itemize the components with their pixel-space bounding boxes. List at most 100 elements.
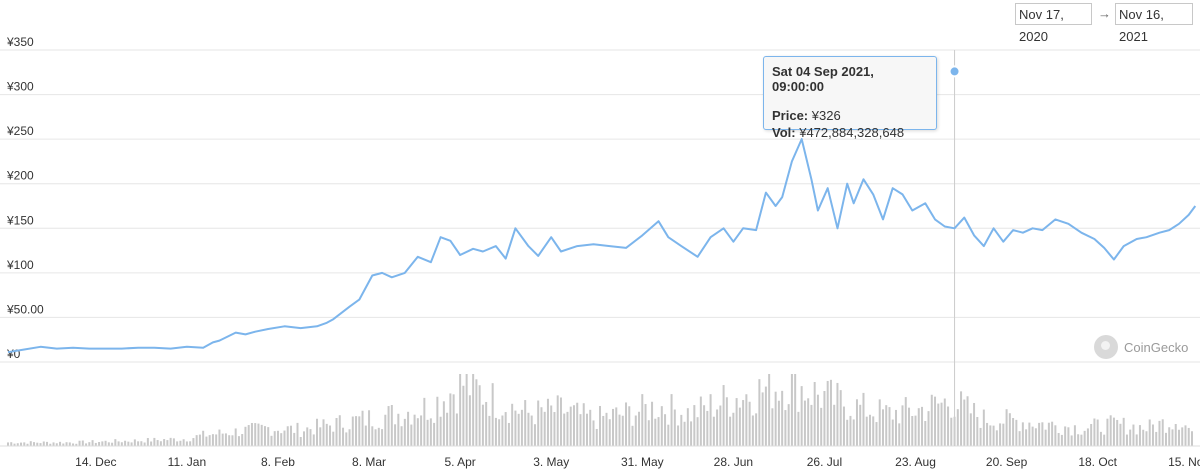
volume-bar [1073, 425, 1076, 446]
volume-bar [33, 442, 36, 446]
volume-bar [1044, 429, 1047, 446]
volume-bar [449, 393, 452, 446]
volume-bar [885, 405, 888, 446]
volume-bar [963, 399, 966, 446]
range-end-input[interactable]: Nov 16, 2021 [1115, 3, 1193, 44]
volume-bar [904, 397, 907, 446]
volume-bar [26, 443, 29, 446]
volume-bar [881, 409, 884, 446]
volume-bar [524, 400, 527, 446]
volume-bar [296, 422, 299, 446]
volume-bar [329, 425, 332, 446]
volume-bar [556, 395, 559, 446]
volume-bar [829, 379, 832, 446]
volume-bar [1057, 432, 1060, 446]
volume-bar [426, 419, 429, 446]
volume-bar [787, 404, 790, 446]
volume-bar [533, 424, 536, 446]
volume-bar [771, 408, 774, 446]
volume-bar [605, 412, 608, 446]
volume-bar [868, 414, 871, 446]
volume-bar [257, 423, 260, 446]
volume-bar [215, 434, 218, 446]
volume-bar [1002, 423, 1005, 446]
volume-bar [999, 423, 1002, 446]
volume-bar [595, 428, 598, 446]
volume-bar [462, 385, 465, 446]
volume-bar [615, 407, 618, 446]
volume-bar [413, 414, 416, 446]
volume-bar [446, 412, 449, 446]
volume-bar [1142, 429, 1145, 446]
volume-bar [589, 409, 592, 446]
price-tooltip: Sat 04 Sep 2021, 09:00:00 Price: ¥326 Vo… [763, 56, 937, 140]
volume-bar [254, 423, 257, 446]
volume-bar [664, 414, 667, 446]
volume-bar [475, 379, 478, 446]
range-start-input[interactable]: Nov 17, 2020 [1015, 3, 1092, 44]
volume-bar [465, 374, 468, 446]
volume-bar [540, 407, 543, 446]
volume-bar [908, 407, 911, 446]
volume-bar [1025, 429, 1028, 446]
tooltip-date: Sat 04 Sep 2021, 09:00:00 [772, 64, 874, 94]
volume-bar [127, 441, 130, 446]
volume-bar [634, 415, 637, 446]
volume-bar [179, 440, 182, 446]
volume-bar [742, 400, 745, 446]
volume-bar [72, 443, 75, 446]
volume-bar [501, 415, 504, 446]
volume-bar [625, 402, 628, 446]
volume-bar [898, 423, 901, 446]
volume-bar [686, 408, 689, 446]
volume-bar [797, 411, 800, 446]
volume-bar [459, 374, 462, 446]
x-tick-label: 26. Jul [807, 455, 842, 469]
x-tick-label: 14. Dec [75, 455, 116, 469]
x-tick-label: 11. Jan [168, 455, 206, 469]
volume-bar [852, 419, 855, 446]
volume-bar [774, 391, 777, 446]
range-arrow-icon: → [1098, 6, 1111, 21]
x-tick-label: 3. May [533, 455, 569, 469]
volume-bar [205, 436, 208, 446]
volume-bar [1112, 417, 1115, 446]
volume-bar [81, 440, 84, 446]
x-tick-label: 5. Apr [444, 455, 475, 469]
volume-bar [1106, 418, 1109, 446]
volume-bar [397, 413, 400, 446]
volume-bar [390, 405, 393, 446]
volume-bar [88, 442, 91, 446]
volume-bar [78, 440, 81, 446]
volume-bar [263, 426, 266, 446]
coingecko-watermark: CoinGecko [1094, 333, 1188, 361]
volume-bar [979, 427, 982, 446]
volume-bar [1047, 422, 1050, 446]
volume-bar [1132, 424, 1135, 446]
volume-bar [719, 405, 722, 446]
volume-bar [543, 411, 546, 446]
volume-bar [901, 405, 904, 446]
x-tick-label: 31. May [621, 455, 664, 469]
volume-bar [833, 404, 836, 446]
volume-bar [439, 416, 442, 446]
volume-bar [612, 408, 615, 446]
volume-bar [865, 416, 868, 446]
y-tick-label: ¥100 [6, 258, 34, 272]
volume-bar [716, 409, 719, 446]
volume-bar [647, 420, 650, 446]
volume-bar [937, 403, 940, 446]
volume-bar [1031, 426, 1034, 446]
volume-bar [234, 428, 237, 446]
volume-bar [488, 415, 491, 446]
volume-bar [569, 406, 572, 446]
volume-bar [1171, 429, 1174, 446]
volume-bar [91, 440, 94, 446]
volume-bar [237, 436, 240, 446]
volume-bar [42, 441, 45, 446]
tooltip-price-value: ¥326 [811, 108, 841, 123]
volume-bar [537, 400, 540, 446]
volume-bar [966, 396, 969, 446]
volume-bar [498, 419, 501, 446]
